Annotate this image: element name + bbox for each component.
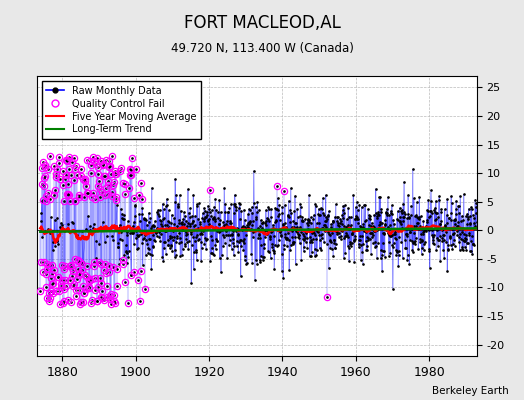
- Text: 49.720 N, 113.400 W (Canada): 49.720 N, 113.400 W (Canada): [171, 42, 353, 55]
- Legend: Raw Monthly Data, Quality Control Fail, Five Year Moving Average, Long-Term Tren: Raw Monthly Data, Quality Control Fail, …: [41, 81, 201, 139]
- Text: Berkeley Earth: Berkeley Earth: [432, 386, 508, 396]
- Text: FORT MACLEOD,AL: FORT MACLEOD,AL: [183, 14, 341, 32]
